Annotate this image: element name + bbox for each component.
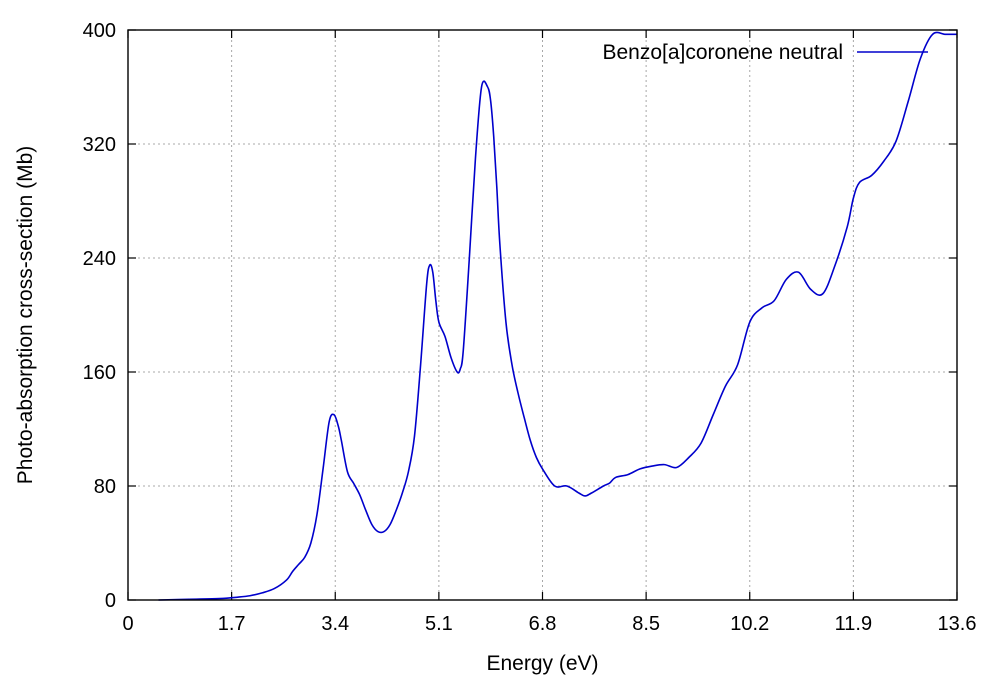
x-tick-label: 13.6: [938, 613, 977, 635]
y-tick-label: 240: [83, 248, 116, 270]
x-tick-label: 11.9: [835, 613, 872, 635]
grid-lines: [128, 30, 957, 600]
plot-frame: [127, 29, 958, 601]
x-tick-label: 5.1: [425, 613, 453, 635]
x-tick-label: 1.7: [218, 613, 246, 635]
y-tick-label: 80: [94, 476, 116, 498]
legend: Benzo[a]coronene neutral: [602, 41, 928, 64]
x-tick-label: 3.4: [321, 613, 349, 635]
series-layer: [158, 31, 957, 601]
legend-label-benzo-a-coronene-neutral: Benzo[a]coronene neutral: [602, 41, 843, 64]
x-tick-label: 8.5: [632, 613, 660, 635]
x-tick-labels: 0 1.7 3.4 5.1 6.8 8.5 10.2 11.9 13.6: [122, 613, 976, 635]
series-line-0: [158, 31, 957, 601]
y-tick-label: 400: [83, 20, 116, 42]
x-tick-label: 0: [122, 613, 133, 635]
x-tick-label: 10.2: [730, 613, 769, 635]
x-axis-label: Energy (eV): [486, 652, 598, 675]
y-axis-label: Photo-absorption cross-section (Mb): [14, 146, 37, 484]
x-tick-label: 6.8: [529, 613, 557, 635]
y-tick-label: 0: [105, 590, 116, 612]
y-tick-label: 160: [83, 362, 116, 384]
y-tick-label: 320: [83, 134, 116, 156]
y-tick-labels: 0 80 160 240 320 400: [83, 20, 116, 612]
